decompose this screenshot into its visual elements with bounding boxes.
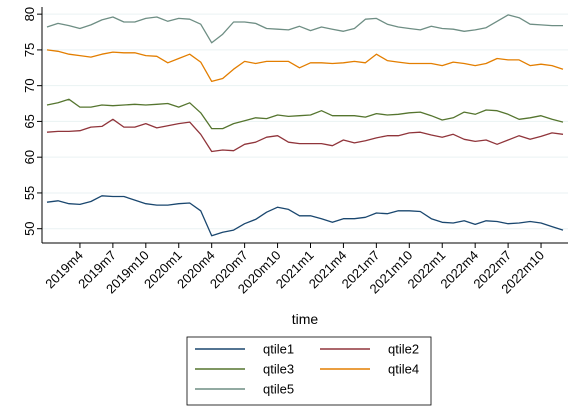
y-axis-ticks: 50 55 60 65 70 75 80 (22, 7, 42, 236)
y-tick-label: 60 (22, 150, 37, 164)
series-lines (46, 14, 564, 237)
y-tick-label: 80 (22, 7, 37, 21)
series-line-qtile4 (46, 49, 564, 83)
y-tick-label: 70 (22, 78, 37, 92)
axes (41, 7, 568, 244)
x-axis-title: time (292, 311, 319, 327)
legend-label-qtile2: qtile2 (388, 342, 419, 357)
legend-label-qtile3: qtile3 (263, 362, 294, 377)
legend-label-qtile5: qtile5 (263, 382, 294, 397)
legend-label-qtile1: qtile1 (263, 342, 294, 357)
gridlines (42, 13, 568, 230)
series-line-qtile3 (46, 98, 564, 130)
y-tick-label: 55 (22, 186, 37, 200)
legend-label-qtile4: qtile4 (388, 362, 419, 377)
series-line-qtile2 (46, 118, 564, 153)
y-tick-label: 50 (22, 221, 37, 235)
y-tick-label: 75 (22, 43, 37, 57)
series-line-qtile1 (46, 195, 564, 237)
legend: qtile1 qtile2 qtile3 qtile4 qtile5 (186, 336, 432, 406)
y-tick-label: 65 (22, 114, 37, 128)
series-line-qtile5 (46, 14, 563, 44)
